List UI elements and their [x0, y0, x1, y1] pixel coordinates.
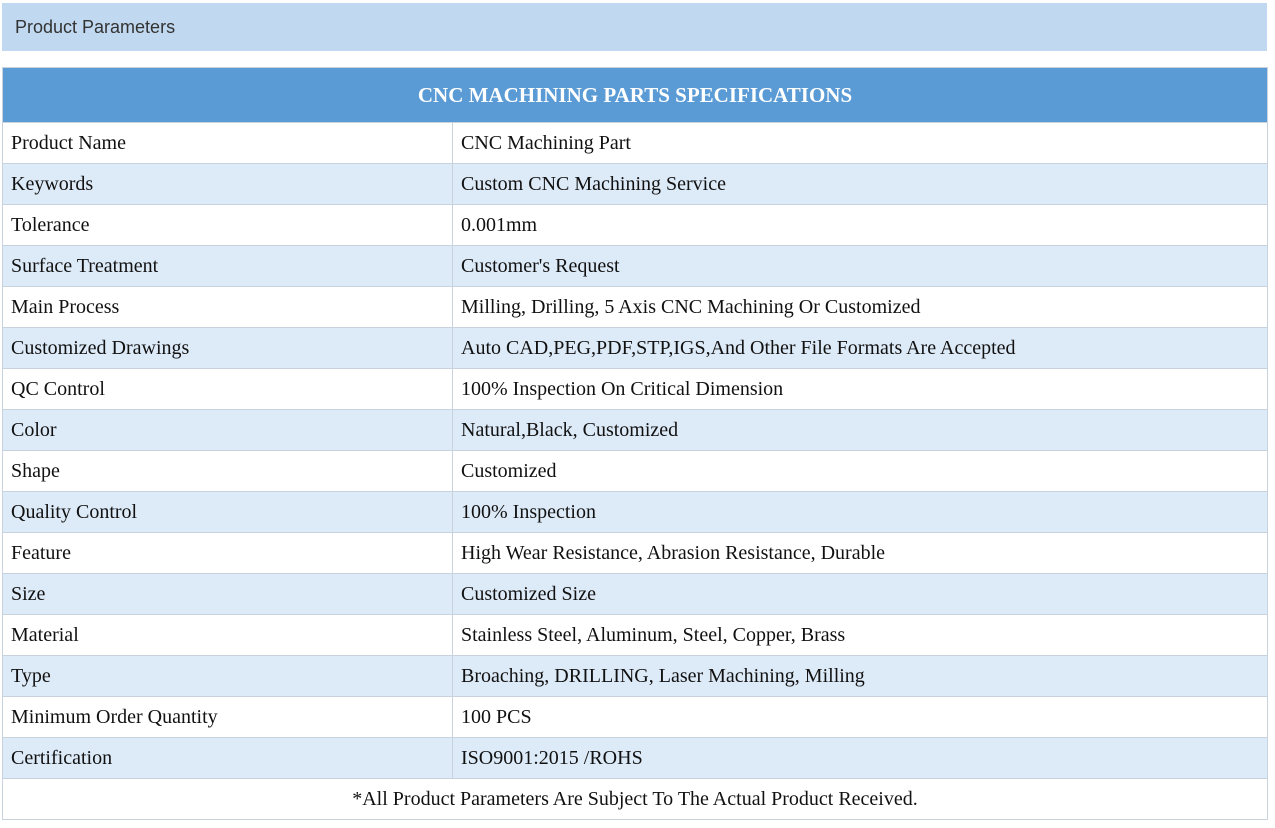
- row-label: Shape: [2, 450, 453, 492]
- row-label: Surface Treatment: [2, 245, 453, 287]
- table-row: Minimum Order Quantity 100 PCS: [2, 696, 1268, 738]
- table-row: Type Broaching, DRILLING, Laser Machinin…: [2, 655, 1268, 697]
- table-title: CNC MACHINING PARTS SPECIFICATIONS: [2, 67, 1268, 123]
- row-value: Natural,Black, Customized: [452, 409, 1268, 451]
- row-value: Customized Size: [452, 573, 1268, 615]
- row-value: 100 PCS: [452, 696, 1268, 738]
- row-value: 100% Inspection On Critical Dimension: [452, 368, 1268, 410]
- row-value: High Wear Resistance, Abrasion Resistanc…: [452, 532, 1268, 574]
- row-label: Product Name: [2, 122, 453, 164]
- section-title: Product Parameters: [15, 16, 176, 37]
- table-row: Material Stainless Steel, Aluminum, Stee…: [2, 614, 1268, 656]
- table-row: Tolerance 0.001mm: [2, 204, 1268, 246]
- footnote-row: *All Product Parameters Are Subject To T…: [2, 778, 1268, 820]
- row-value: Customer's Request: [452, 245, 1268, 287]
- row-label: Certification: [2, 737, 453, 779]
- specifications-table: CNC MACHINING PARTS SPECIFICATIONS Produ…: [2, 67, 1268, 820]
- table-row: Feature High Wear Resistance, Abrasion R…: [2, 532, 1268, 574]
- row-value: ISO9001:2015 /ROHS: [452, 737, 1268, 779]
- row-value: Custom CNC Machining Service: [452, 163, 1268, 205]
- row-label: Material: [2, 614, 453, 656]
- section-header: Product Parameters: [2, 3, 1267, 51]
- row-label: Customized Drawings: [2, 327, 453, 369]
- table-row: QC Control 100% Inspection On Critical D…: [2, 368, 1268, 410]
- table-row: Certification ISO9001:2015 /ROHS: [2, 737, 1268, 779]
- table-row: Quality Control 100% Inspection: [2, 491, 1268, 533]
- row-value: 100% Inspection: [452, 491, 1268, 533]
- row-value: CNC Machining Part: [452, 122, 1268, 164]
- row-value: Customized: [452, 450, 1268, 492]
- table-row: Size Customized Size: [2, 573, 1268, 615]
- row-label: Size: [2, 573, 453, 615]
- table-row: Keywords Custom CNC Machining Service: [2, 163, 1268, 205]
- row-label: Quality Control: [2, 491, 453, 533]
- row-label: Type: [2, 655, 453, 697]
- row-label: QC Control: [2, 368, 453, 410]
- table-row: Color Natural,Black, Customized: [2, 409, 1268, 451]
- row-value: 0.001mm: [452, 204, 1268, 246]
- table-row: Surface Treatment Customer's Request: [2, 245, 1268, 287]
- row-label: Feature: [2, 532, 453, 574]
- row-label: Tolerance: [2, 204, 453, 246]
- row-label: Main Process: [2, 286, 453, 328]
- row-label: Keywords: [2, 163, 453, 205]
- table-header-row: CNC MACHINING PARTS SPECIFICATIONS: [2, 67, 1268, 123]
- table-row: Shape Customized: [2, 450, 1268, 492]
- table-row: Main Process Milling, Drilling, 5 Axis C…: [2, 286, 1268, 328]
- table-row: Product Name CNC Machining Part: [2, 122, 1268, 164]
- footnote: *All Product Parameters Are Subject To T…: [2, 778, 1268, 820]
- row-value: Stainless Steel, Aluminum, Steel, Copper…: [452, 614, 1268, 656]
- row-value: Milling, Drilling, 5 Axis CNC Machining …: [452, 286, 1268, 328]
- table-row: Customized Drawings Auto CAD,PEG,PDF,STP…: [2, 327, 1268, 369]
- table-body: Product Name CNC Machining Part Keywords…: [2, 122, 1268, 820]
- row-label: Minimum Order Quantity: [2, 696, 453, 738]
- row-value: Broaching, DRILLING, Laser Machining, Mi…: [452, 655, 1268, 697]
- row-value: Auto CAD,PEG,PDF,STP,IGS,And Other File …: [452, 327, 1268, 369]
- row-label: Color: [2, 409, 453, 451]
